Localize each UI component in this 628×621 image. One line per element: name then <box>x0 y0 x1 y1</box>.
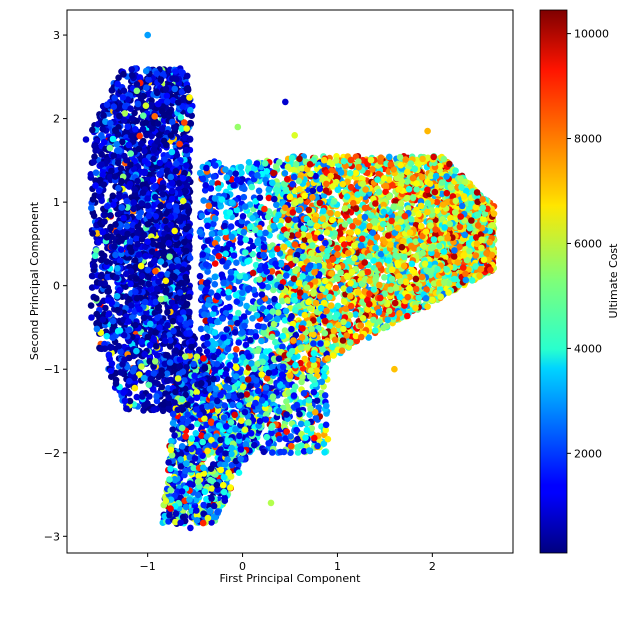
data-point <box>283 398 290 405</box>
data-point <box>281 170 289 177</box>
data-point <box>215 185 222 192</box>
data-point <box>233 206 241 214</box>
data-point <box>252 261 260 269</box>
data-point <box>87 302 95 309</box>
data-point <box>149 386 157 393</box>
data-point <box>245 401 253 408</box>
data-point <box>210 353 218 361</box>
data-point <box>196 228 204 236</box>
data-point <box>207 289 215 296</box>
data-point <box>168 437 175 445</box>
data-point <box>321 449 328 456</box>
data-point <box>107 212 114 219</box>
data-point <box>294 449 302 456</box>
data-point <box>82 136 90 143</box>
data-point <box>334 210 341 218</box>
data-point <box>397 200 405 207</box>
data-point <box>105 351 113 359</box>
data-point <box>271 295 278 303</box>
data-point <box>234 123 242 131</box>
points-layer <box>82 31 498 532</box>
data-point <box>200 197 207 204</box>
data-point <box>217 229 224 237</box>
data-point <box>243 302 250 310</box>
data-point <box>169 426 176 433</box>
data-point <box>355 219 362 226</box>
data-point <box>264 213 272 221</box>
data-point <box>223 263 230 270</box>
data-point <box>115 74 122 81</box>
data-point <box>357 322 365 329</box>
data-point <box>390 203 398 210</box>
data-point <box>250 305 258 312</box>
data-point <box>203 495 210 503</box>
data-point <box>256 276 263 283</box>
data-point <box>316 185 324 193</box>
data-point <box>351 254 358 262</box>
data-point <box>264 283 272 291</box>
data-point <box>152 379 159 386</box>
data-point <box>255 187 263 195</box>
data-point <box>219 258 226 265</box>
data-point <box>211 273 219 281</box>
data-point <box>334 302 342 310</box>
data-point <box>133 393 141 401</box>
data-point <box>233 346 240 353</box>
data-point <box>211 281 219 288</box>
data-point <box>358 270 366 277</box>
data-point <box>197 325 205 333</box>
data-point <box>146 393 153 400</box>
data-point <box>240 193 248 201</box>
data-point <box>237 235 244 242</box>
data-point <box>138 338 145 345</box>
data-point <box>227 353 234 360</box>
data-point <box>208 230 216 238</box>
data-point <box>227 313 234 321</box>
data-point <box>288 154 296 162</box>
data-point <box>282 98 289 106</box>
data-point <box>227 319 235 327</box>
data-point <box>88 272 96 280</box>
data-point <box>212 513 219 521</box>
data-point <box>201 187 209 194</box>
data-point <box>260 329 268 336</box>
data-point <box>214 180 222 187</box>
data-point <box>123 197 131 205</box>
data-point <box>321 392 329 399</box>
data-point <box>122 283 129 291</box>
data-point <box>208 179 216 186</box>
data-point <box>249 250 256 258</box>
data-point <box>301 355 309 363</box>
data-point <box>91 153 98 160</box>
data-point <box>131 109 138 117</box>
data-point <box>275 302 282 310</box>
data-point <box>268 429 275 437</box>
data-point <box>268 251 276 259</box>
data-point <box>247 336 254 344</box>
data-point <box>196 272 204 280</box>
data-point <box>169 419 177 427</box>
data-point <box>139 125 147 133</box>
data-point <box>214 407 222 414</box>
data-point <box>351 242 358 249</box>
data-point <box>217 461 224 468</box>
data-point <box>262 176 269 184</box>
data-point <box>225 294 232 301</box>
data-point <box>353 337 361 345</box>
data-point <box>120 389 127 397</box>
data-point <box>198 432 205 439</box>
data-point <box>282 287 289 294</box>
data-point <box>116 257 124 265</box>
data-point <box>261 263 269 270</box>
data-point <box>326 322 334 330</box>
